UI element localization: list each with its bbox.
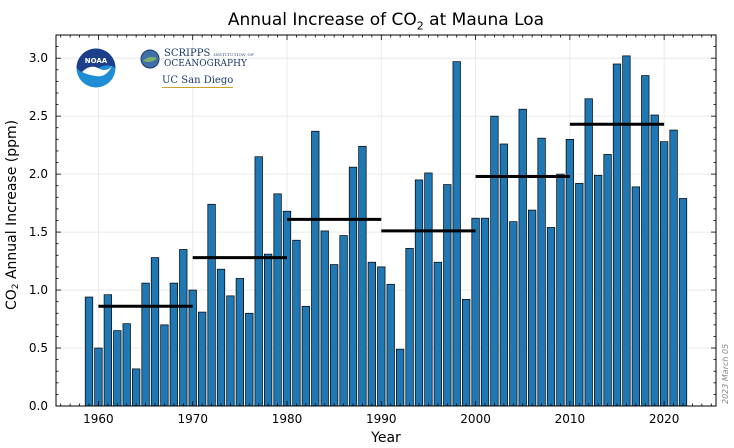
decadal-average-lines bbox=[98, 122, 665, 308]
bar bbox=[301, 305, 310, 407]
y-tick-label: 1.0 bbox=[29, 283, 48, 297]
bar bbox=[330, 264, 339, 407]
bar bbox=[480, 217, 490, 407]
x-tick-label: 2010 bbox=[555, 412, 586, 426]
bar bbox=[160, 324, 169, 407]
bar bbox=[462, 298, 471, 407]
bar bbox=[386, 283, 395, 407]
bar bbox=[94, 347, 103, 407]
bar bbox=[141, 282, 150, 407]
bar bbox=[169, 282, 178, 407]
bar bbox=[150, 257, 160, 407]
bar bbox=[499, 143, 508, 407]
bar bbox=[509, 221, 518, 407]
bar-series bbox=[84, 55, 688, 407]
bar bbox=[273, 193, 282, 407]
bar bbox=[132, 368, 141, 407]
x-tick-label: 1980 bbox=[272, 412, 303, 426]
scripps-ucsd-logo: SCRIPPS INSTITUTION OF OCEANOGRAPHY UC S… bbox=[140, 48, 255, 92]
bar bbox=[631, 186, 640, 407]
y-tick-label: 0.0 bbox=[29, 399, 48, 413]
bar bbox=[405, 247, 414, 407]
bar bbox=[424, 172, 433, 407]
bar bbox=[122, 323, 131, 407]
bar bbox=[414, 179, 424, 407]
bar bbox=[235, 278, 244, 407]
chart-title: Annual Increase of CO2 at Mauna Loa bbox=[227, 10, 545, 33]
y-tick-label: 3.0 bbox=[29, 51, 48, 65]
bar bbox=[528, 209, 537, 407]
bar bbox=[575, 183, 584, 407]
bar bbox=[518, 108, 527, 407]
bar bbox=[367, 261, 376, 407]
bar bbox=[245, 312, 254, 407]
scripps-name: SCRIPPS INSTITUTION OF bbox=[164, 48, 255, 59]
y-tick-label: 0.5 bbox=[29, 341, 48, 355]
bar bbox=[226, 295, 235, 407]
x-tick-label: 1990 bbox=[366, 412, 397, 426]
bar bbox=[650, 114, 659, 407]
bar bbox=[565, 138, 574, 407]
noaa-logo: NOAA bbox=[76, 48, 116, 88]
y-tick-label: 1.5 bbox=[29, 225, 48, 239]
bar bbox=[678, 198, 688, 407]
bar bbox=[198, 311, 207, 407]
bar bbox=[216, 268, 226, 407]
bar bbox=[84, 296, 94, 407]
bar bbox=[292, 239, 301, 407]
y-tick-label: 2.0 bbox=[29, 167, 48, 181]
bar bbox=[594, 174, 603, 407]
bar bbox=[443, 184, 452, 407]
bar bbox=[179, 249, 188, 407]
bar bbox=[584, 98, 593, 407]
bar bbox=[113, 330, 122, 407]
bar bbox=[348, 166, 358, 407]
bar bbox=[377, 266, 386, 407]
bar bbox=[622, 55, 631, 407]
date-stamp: 2023 March 05 bbox=[721, 343, 730, 404]
bar bbox=[603, 154, 612, 407]
scripps-seal-icon bbox=[140, 49, 160, 69]
bar bbox=[546, 227, 556, 407]
bar bbox=[396, 348, 405, 407]
bar bbox=[282, 210, 292, 407]
y-axis-label: CO2 Annual Increase (ppm) bbox=[4, 119, 21, 311]
bar bbox=[264, 253, 273, 407]
bar bbox=[311, 130, 320, 407]
x-axis-label: Year bbox=[371, 430, 401, 446]
scripps-oceanography: OCEANOGRAPHY bbox=[164, 59, 247, 69]
bar bbox=[660, 141, 669, 407]
x-tick-label: 1970 bbox=[177, 412, 208, 426]
bar bbox=[358, 145, 367, 407]
bar bbox=[490, 115, 499, 407]
bar bbox=[320, 230, 329, 407]
bar bbox=[556, 173, 565, 407]
x-tick-label: 1960 bbox=[83, 412, 114, 426]
ucsd-name: UC San Diego bbox=[162, 75, 234, 88]
bar bbox=[103, 294, 112, 407]
bar bbox=[471, 217, 480, 407]
bar bbox=[433, 261, 442, 407]
x-tick-label: 2000 bbox=[460, 412, 491, 426]
bar bbox=[612, 63, 622, 407]
bar bbox=[254, 156, 263, 407]
x-tick-label: 2020 bbox=[649, 412, 680, 426]
axes: 1960 1970 1980 1990 2000 2010 2020 0.0 0.5 1.0 1.5… bbox=[29, 34, 717, 426]
bar bbox=[452, 61, 461, 407]
bar bbox=[669, 129, 678, 407]
bar bbox=[537, 137, 546, 407]
y-tick-label: 2.5 bbox=[29, 109, 48, 123]
bar bbox=[339, 235, 348, 407]
noaa-logo-text: NOAA bbox=[85, 57, 108, 65]
bar bbox=[207, 203, 216, 407]
